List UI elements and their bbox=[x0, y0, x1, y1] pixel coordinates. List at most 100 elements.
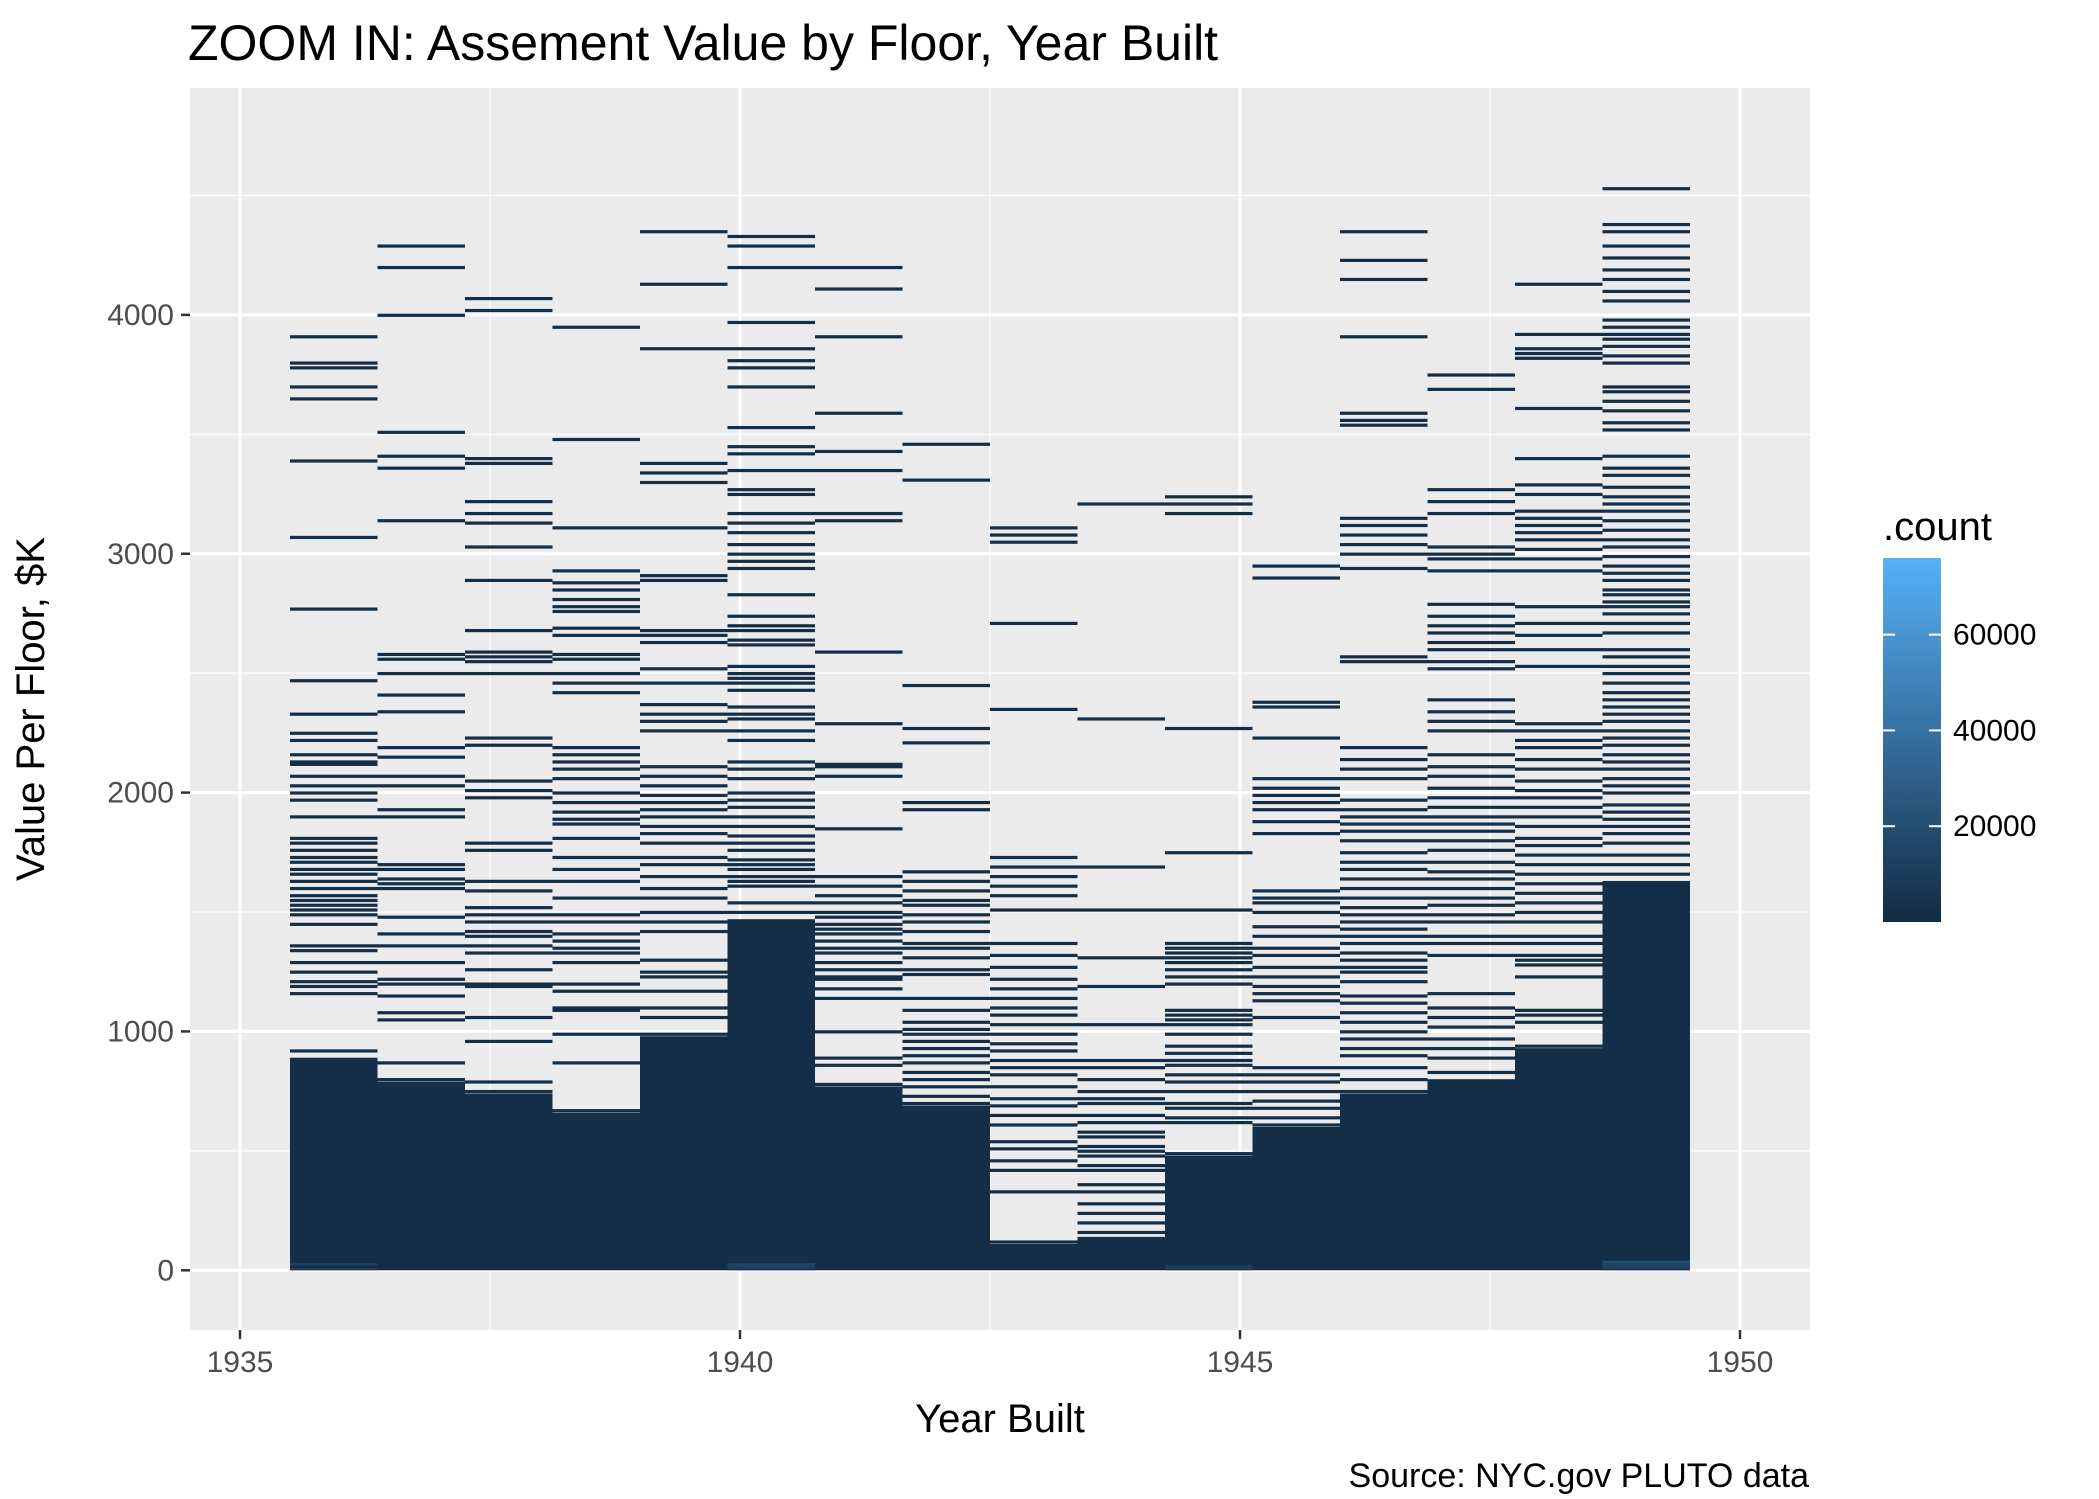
heatmap-tile bbox=[465, 308, 553, 313]
heatmap-tile bbox=[640, 793, 728, 797]
heatmap-tile bbox=[1602, 588, 1690, 592]
heatmap-tile bbox=[990, 540, 1078, 544]
heatmap-tile bbox=[640, 929, 728, 934]
heatmap-tile bbox=[465, 296, 553, 301]
heatmap-tile bbox=[902, 808, 990, 812]
heatmap-tile bbox=[990, 894, 1078, 898]
heatmap-tile bbox=[815, 932, 903, 936]
heatmap-tile bbox=[1077, 956, 1165, 960]
heatmap-tile bbox=[1515, 347, 1603, 351]
heatmap-tile bbox=[1427, 698, 1515, 702]
heatmap-tile bbox=[640, 920, 728, 924]
heatmap-tile bbox=[815, 927, 903, 931]
heatmap-tile bbox=[465, 521, 553, 525]
heatmap-tile bbox=[640, 526, 728, 530]
heatmap-tile bbox=[1165, 941, 1253, 946]
heatmap-tile bbox=[1340, 886, 1428, 891]
heatmap-tile bbox=[1602, 390, 1690, 394]
heatmap-tile bbox=[1165, 495, 1253, 499]
heatmap-tile bbox=[1515, 605, 1603, 609]
heatmap-tile bbox=[1252, 777, 1340, 781]
heatmap-tile bbox=[1602, 1260, 1690, 1264]
heatmap-tile bbox=[1515, 901, 1603, 905]
heatmap-tile bbox=[1340, 822, 1428, 826]
heatmap-tile bbox=[1165, 1008, 1253, 1012]
heatmap-tile bbox=[1602, 671, 1690, 676]
heatmap-tile bbox=[377, 994, 465, 998]
heatmap-tile bbox=[990, 996, 1078, 1001]
heatmap-tile bbox=[552, 1061, 640, 1065]
heatmap-tile bbox=[902, 996, 990, 1001]
heatmap-tile bbox=[465, 934, 553, 938]
heatmap-tile bbox=[1427, 829, 1515, 833]
heatmap-tile bbox=[1515, 920, 1603, 924]
heatmap-tile bbox=[1340, 1054, 1428, 1058]
heatmap-tile bbox=[1515, 746, 1603, 750]
heatmap-tile bbox=[815, 722, 903, 726]
heatmap-tile bbox=[290, 607, 378, 611]
heatmap-tile bbox=[1602, 187, 1690, 191]
heatmap-tile bbox=[1515, 332, 1603, 337]
heatmap-tile bbox=[1602, 736, 1690, 740]
heatmap-tile bbox=[377, 671, 465, 676]
heatmap-tile bbox=[727, 738, 815, 743]
heatmap-tile bbox=[1602, 648, 1690, 652]
heatmap-tile bbox=[1077, 1023, 1165, 1027]
heatmap-tile bbox=[1340, 829, 1428, 833]
heatmap-tile bbox=[1515, 863, 1603, 867]
heatmap-tile bbox=[1427, 1037, 1515, 1041]
heatmap-tile bbox=[727, 791, 815, 795]
heatmap-tile bbox=[640, 578, 728, 583]
heatmap-tile bbox=[290, 798, 378, 802]
heatmap-tile bbox=[1077, 1190, 1165, 1194]
heatmap-tile bbox=[465, 1039, 553, 1044]
heatmap-tile bbox=[727, 425, 815, 430]
heatmap-tile bbox=[1427, 545, 1515, 549]
heatmap-tile bbox=[990, 1042, 1078, 1046]
heatmap-tile bbox=[377, 915, 465, 919]
heatmap-tile bbox=[552, 817, 640, 821]
heatmap-tile bbox=[815, 975, 903, 979]
heatmap-tile bbox=[902, 956, 990, 960]
heatmap-tile bbox=[990, 1085, 1078, 1089]
heatmap-tile bbox=[377, 982, 465, 986]
heatmap-tile bbox=[1602, 1265, 1690, 1268]
heatmap-tile bbox=[640, 471, 728, 475]
heatmap-tile bbox=[1602, 863, 1690, 867]
heatmap-tile bbox=[377, 657, 465, 661]
heatmap-tile bbox=[640, 574, 728, 578]
heatmap-tile bbox=[290, 908, 378, 912]
heatmap-tile bbox=[1515, 547, 1603, 551]
heatmap-tile bbox=[727, 244, 815, 248]
heatmap-tile bbox=[990, 1240, 1078, 1244]
heatmap-tile bbox=[902, 1039, 990, 1044]
heatmap-tile bbox=[1602, 605, 1690, 609]
y-tick-label: 2000 bbox=[107, 777, 174, 810]
heatmap-tile bbox=[1427, 667, 1515, 671]
heatmap-tile bbox=[377, 944, 465, 948]
heatmap-tile bbox=[1602, 299, 1690, 303]
heatmap-tile bbox=[815, 765, 903, 769]
heatmap-tile bbox=[552, 867, 640, 872]
heatmap-tile bbox=[1427, 765, 1515, 769]
heatmap-tile bbox=[1602, 528, 1690, 532]
heatmap-tile bbox=[1165, 968, 1253, 972]
heatmap-tile bbox=[290, 815, 378, 819]
heatmap-tile bbox=[902, 889, 990, 893]
heatmap-tile bbox=[815, 519, 903, 523]
heatmap-tile bbox=[727, 385, 815, 389]
heatmap-tile bbox=[1515, 767, 1603, 771]
heatmap-tile bbox=[1340, 958, 1428, 962]
heatmap-tile bbox=[1077, 1164, 1165, 1168]
heatmap-tile bbox=[1077, 984, 1165, 989]
heatmap-tile bbox=[1602, 621, 1690, 626]
heatmap-tile bbox=[1602, 803, 1690, 807]
heatmap-tile bbox=[1340, 860, 1428, 864]
heatmap-tile bbox=[640, 628, 728, 633]
heatmap-tile bbox=[640, 640, 728, 645]
heatmap-tile bbox=[1602, 332, 1690, 337]
heatmap-tile bbox=[552, 920, 640, 924]
heatmap-tile bbox=[902, 800, 990, 805]
heatmap-tile bbox=[552, 746, 640, 750]
heatmap-tile bbox=[815, 1056, 903, 1060]
